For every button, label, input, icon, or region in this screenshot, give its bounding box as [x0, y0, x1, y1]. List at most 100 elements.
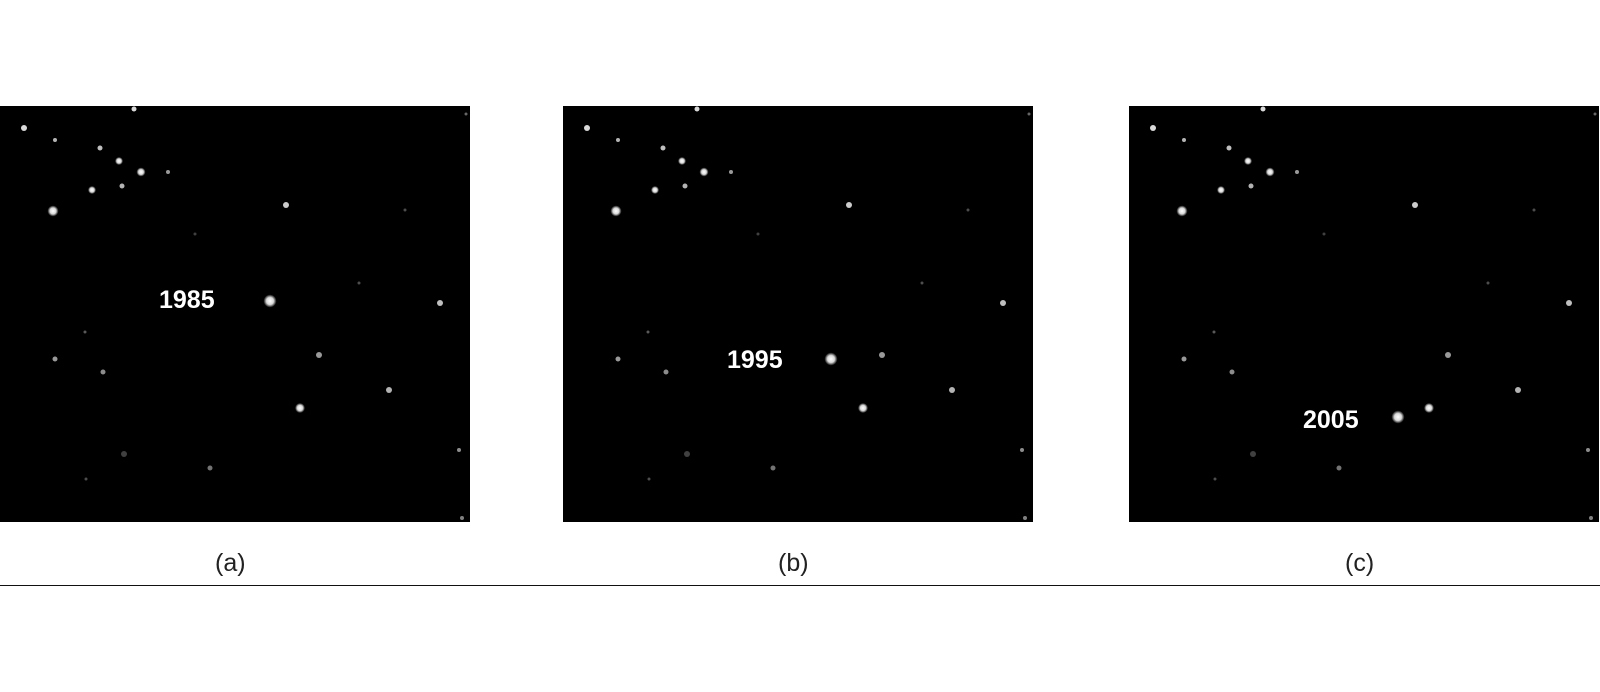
star [1217, 186, 1225, 194]
star [100, 369, 106, 375]
star [1322, 232, 1326, 236]
star [53, 138, 57, 142]
star-field-panel-c: 2005 [1129, 106, 1599, 522]
star [663, 369, 669, 375]
star [1244, 157, 1252, 165]
star [1023, 516, 1027, 520]
star [88, 186, 96, 194]
star [121, 451, 127, 457]
star [584, 125, 590, 131]
star [119, 183, 125, 189]
background-stars [21, 106, 468, 520]
star [166, 170, 170, 174]
star [1566, 300, 1572, 306]
star [83, 330, 87, 334]
star [21, 125, 27, 131]
panel-caption-c: (c) [1345, 549, 1375, 577]
star [966, 208, 970, 212]
star [651, 186, 659, 194]
star-field-panel-a: 1985 [0, 106, 470, 522]
star [457, 448, 461, 452]
star [920, 281, 924, 285]
star [615, 356, 621, 362]
star [846, 202, 852, 208]
star [1000, 300, 1006, 306]
star [1176, 205, 1188, 217]
star [47, 205, 59, 217]
star [616, 138, 620, 142]
star [858, 403, 868, 413]
moving-star [1391, 410, 1405, 424]
star-field-panel-b: 1995 [563, 106, 1033, 522]
star [678, 157, 686, 165]
star [682, 183, 688, 189]
star [207, 465, 213, 471]
star [756, 232, 760, 236]
star-field-image-c [1150, 106, 1597, 520]
star [660, 145, 666, 151]
star [283, 202, 289, 208]
star [97, 145, 103, 151]
star [694, 106, 700, 112]
star [131, 106, 137, 112]
background-stars [1150, 106, 1597, 520]
star [1181, 356, 1187, 362]
star [84, 477, 88, 481]
year-label-2005: 2005 [1303, 406, 1359, 434]
star [1424, 403, 1434, 413]
star [1532, 208, 1536, 212]
star [295, 403, 305, 413]
year-label-1985: 1985 [159, 286, 215, 314]
background-stars [584, 106, 1031, 520]
star [729, 170, 733, 174]
star [699, 167, 709, 177]
star-field-image-b [584, 106, 1031, 520]
year-label-1995: 1995 [727, 346, 783, 374]
star [1248, 183, 1254, 189]
caption-divider-line [0, 585, 1600, 586]
star [1486, 281, 1490, 285]
star [1226, 145, 1232, 151]
star [437, 300, 443, 306]
star [1250, 451, 1256, 457]
star [1412, 202, 1418, 208]
star [770, 465, 776, 471]
star [460, 516, 464, 520]
panel-caption-a: (a) [215, 549, 246, 577]
star [610, 205, 622, 217]
star [1229, 369, 1235, 375]
star [1212, 330, 1216, 334]
star [136, 167, 146, 177]
star [1295, 170, 1299, 174]
star [1265, 167, 1275, 177]
star [1027, 112, 1031, 116]
star [1020, 448, 1024, 452]
star [684, 451, 690, 457]
star-field-image-a [21, 106, 468, 520]
star [357, 281, 361, 285]
star [949, 387, 955, 393]
star [1150, 125, 1156, 131]
star [403, 208, 407, 212]
star [386, 387, 392, 393]
star [1182, 138, 1186, 142]
star [316, 352, 322, 358]
star [115, 157, 123, 165]
star [52, 356, 58, 362]
moving-star [263, 294, 277, 308]
panel-caption-b: (b) [778, 549, 809, 577]
star [1213, 477, 1217, 481]
star [879, 352, 885, 358]
star [464, 112, 468, 116]
star [1515, 387, 1521, 393]
star [1260, 106, 1266, 112]
moving-star [824, 352, 838, 366]
star [1589, 516, 1593, 520]
star [646, 330, 650, 334]
star [647, 477, 651, 481]
star [1586, 448, 1590, 452]
star [1445, 352, 1451, 358]
star [1593, 112, 1597, 116]
star [1336, 465, 1342, 471]
star [193, 232, 197, 236]
